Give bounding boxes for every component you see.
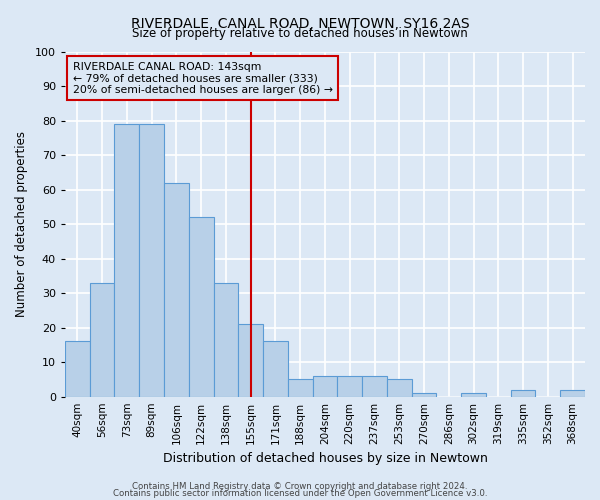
Bar xyxy=(337,376,362,396)
Text: Contains HM Land Registry data © Crown copyright and database right 2024.: Contains HM Land Registry data © Crown c… xyxy=(132,482,468,491)
Bar xyxy=(115,124,139,396)
Bar xyxy=(214,283,238,397)
Y-axis label: Number of detached properties: Number of detached properties xyxy=(15,131,28,317)
Bar xyxy=(412,393,436,396)
Bar xyxy=(387,380,412,396)
Text: RIVERDALE CANAL ROAD: 143sqm
← 79% of detached houses are smaller (333)
20% of s: RIVERDALE CANAL ROAD: 143sqm ← 79% of de… xyxy=(73,62,333,95)
Bar xyxy=(238,324,263,396)
Bar xyxy=(313,376,337,396)
Bar xyxy=(139,124,164,396)
Bar xyxy=(90,283,115,397)
Bar xyxy=(560,390,585,396)
Text: Size of property relative to detached houses in Newtown: Size of property relative to detached ho… xyxy=(132,28,468,40)
Bar xyxy=(288,380,313,396)
X-axis label: Distribution of detached houses by size in Newtown: Distribution of detached houses by size … xyxy=(163,452,487,465)
Text: RIVERDALE, CANAL ROAD, NEWTOWN, SY16 2AS: RIVERDALE, CANAL ROAD, NEWTOWN, SY16 2AS xyxy=(131,18,469,32)
Bar xyxy=(362,376,387,396)
Bar xyxy=(189,217,214,396)
Bar xyxy=(511,390,535,396)
Bar xyxy=(164,182,189,396)
Bar xyxy=(65,342,90,396)
Text: Contains public sector information licensed under the Open Government Licence v3: Contains public sector information licen… xyxy=(113,489,487,498)
Bar xyxy=(263,342,288,396)
Bar xyxy=(461,393,486,396)
